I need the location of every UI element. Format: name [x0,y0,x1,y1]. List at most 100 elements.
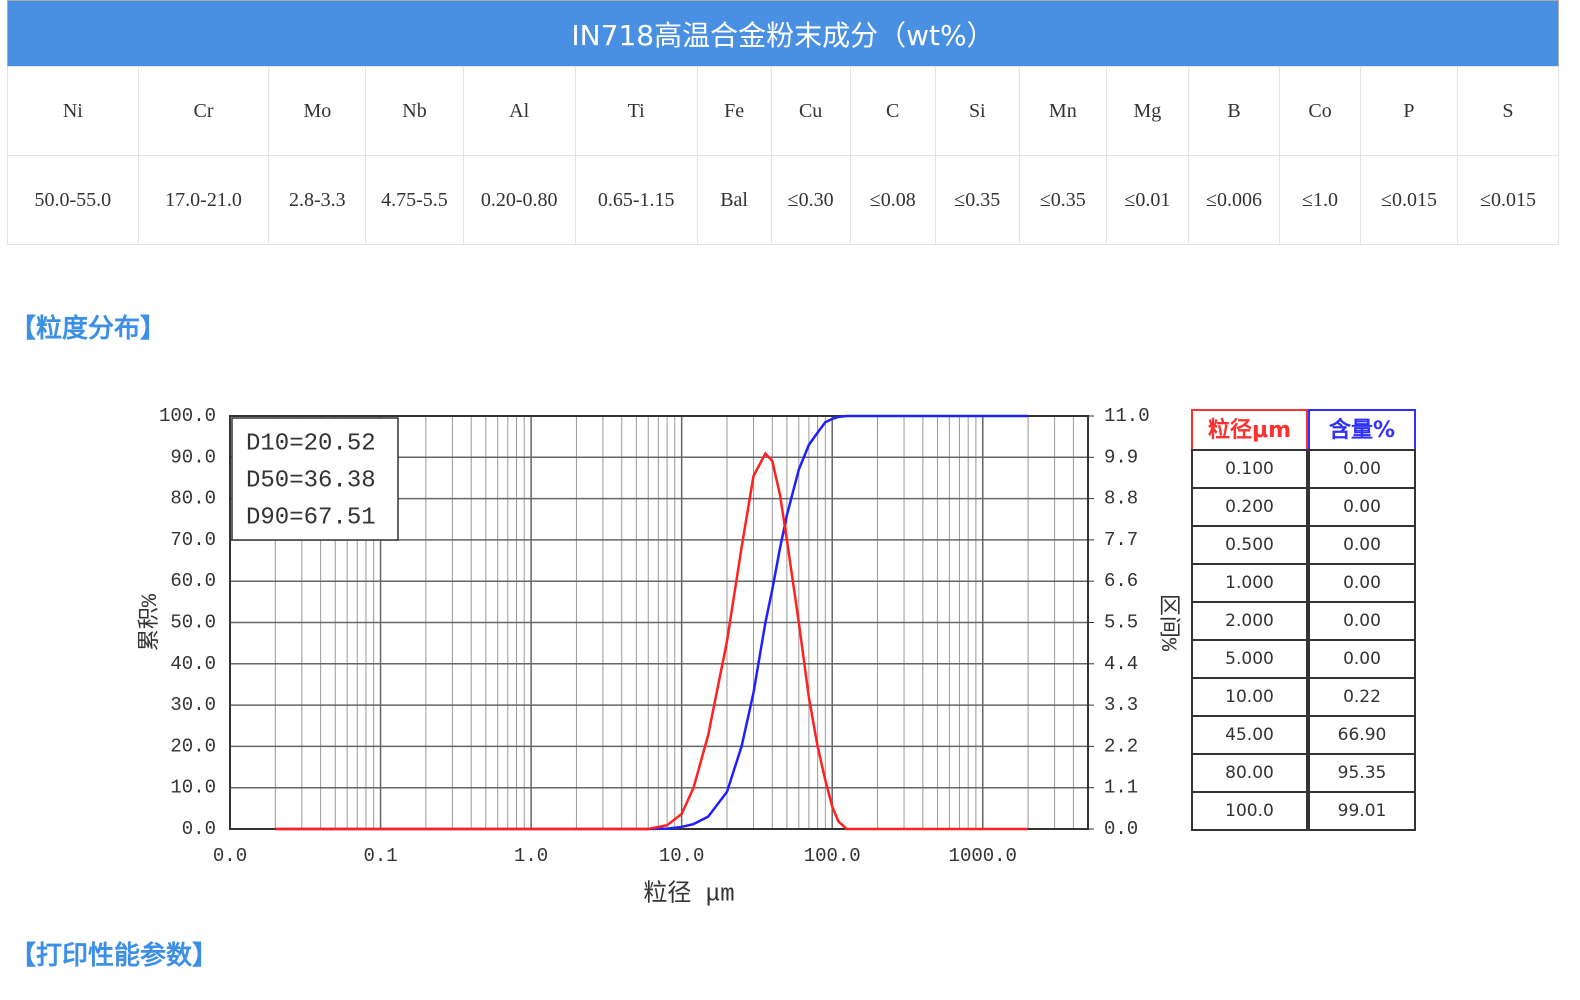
size-cell [1308,563,1416,603]
section-title: 【粒度分布】 [10,314,167,344]
value-cell: 4.75-5.5 [365,155,464,245]
y-tick-label: 60.0 [170,570,216,592]
y-tick-label: 10.0 [170,777,216,799]
value-row: 50.0-55.0 17.0-21.0 2.8-3.3 4.75-5.5 0.20-0.… [7,155,1560,245]
value-cell: 2.8-3.3 [268,155,367,245]
size-header: 粒径μm [1208,417,1291,443]
x-tick-label: 0.1 [363,845,397,867]
size-value: 100.0 [1225,801,1274,821]
y2-tick-label: 9.9 [1104,446,1138,468]
header-cell: Cr [137,66,270,156]
header-cell: P [1359,66,1458,156]
x-tick-label: 1000.0 [949,845,1017,867]
value-cell: 0.20-0.80 [462,155,576,245]
size-cell [1308,487,1416,527]
header-cell: B [1187,66,1281,156]
y2-tick-label: 8.8 [1104,488,1138,510]
size-value: 99.01 [1338,801,1387,821]
x-axis-label: 粒径 μm [643,879,734,908]
header-cell: Ni [7,66,139,156]
size-cell [1308,677,1416,717]
annotation: D50=36.38 [246,467,376,494]
size-cell [1308,449,1416,489]
size-header-cell [1191,409,1308,451]
size-value: 80.00 [1225,763,1274,783]
y-tick-label: 30.0 [170,694,216,716]
y-tick-label: 100.0 [159,405,216,427]
size-header: 含量% [1329,417,1395,443]
y2-tick-label: 2.2 [1104,735,1138,757]
size-value: 0.00 [1343,535,1381,555]
y2-tick-label: 11.0 [1104,405,1150,427]
header-cell: Mg [1105,66,1189,156]
size-value: 0.00 [1343,459,1381,479]
header-cell: Mo [268,66,367,156]
y-tick-label: 0.0 [182,818,216,840]
y-axis-label: 累积% [137,593,163,651]
value-cell: ≤0.35 [1018,155,1107,245]
size-cell [1191,677,1308,717]
header-cell: Co [1279,66,1361,156]
size-value: 0.00 [1343,611,1381,631]
value-cell: ≤1.0 [1279,155,1361,245]
size-cell [1191,753,1308,793]
size-value: 0.100 [1225,459,1274,479]
value-cell: ≤0.006 [1187,155,1281,245]
series-line [275,451,1029,831]
annotation: D90=67.51 [246,504,376,531]
header-cell: Si [934,66,1020,156]
x-tick-label: 10.0 [659,845,705,867]
y2-axis-label: 区间% [1155,594,1181,652]
annotation: D10=20.52 [246,430,376,457]
y2-tick-label: 0.0 [1104,818,1138,840]
y-tick-label: 20.0 [170,735,216,757]
x-tick-label: 100.0 [804,845,861,867]
header-cell: Mn [1018,66,1107,156]
value-cell: ≤0.35 [934,155,1020,245]
value-cell: 17.0-21.0 [137,155,270,245]
y2-tick-label: 4.4 [1104,653,1138,675]
size-cell [1191,715,1308,755]
size-value: 1.000 [1225,573,1274,593]
size-cell [1308,525,1416,565]
y2-tick-label: 3.3 [1104,694,1138,716]
size-cell [1191,449,1308,489]
size-value: 0.22 [1343,687,1381,707]
header-cell: Fe [696,66,772,156]
table-title: IN718高温合金粉末成分（wt%） [7,0,1559,67]
size-value: 0.200 [1225,497,1274,517]
section-title: 【打印性能参数】 [10,941,219,971]
y2-tick-label: 6.6 [1104,570,1138,592]
size-value: 0.00 [1343,497,1381,517]
y2-tick-label: 1.1 [1104,777,1138,799]
series-line [275,414,1029,831]
y-tick-label: 90.0 [170,446,216,468]
y2-tick-label: 5.5 [1104,612,1138,634]
size-value: 0.00 [1343,573,1381,593]
header-cell: Ti [574,66,698,156]
size-value: 0.500 [1225,535,1274,555]
header-cell: Cu [770,66,851,156]
value-cell: Bal [696,155,772,245]
header-cell: S [1456,66,1560,156]
value-cell: 50.0-55.0 [7,155,139,245]
header-cell: Al [462,66,576,156]
size-cell [1191,563,1308,603]
value-cell: 0.65-1.15 [574,155,698,245]
particle-size-chart: 0.0 0.1 1.0 10.0 100.0 1000.0 0.0 10.0 20.0 30.0 4… [137,405,1416,908]
size-cell [1308,791,1416,831]
y-tick-label: 50.0 [170,612,216,634]
size-value: 0.00 [1343,649,1381,669]
size-value: 10.00 [1225,687,1274,707]
header-cell: C [849,66,936,156]
size-value: 66.90 [1338,725,1387,745]
y-tick-label: 80.0 [170,488,216,510]
size-cell [1308,715,1416,755]
x-tick-label: 0.0 [213,845,247,867]
annotation-box [231,417,399,541]
header-cell: Nb [365,66,464,156]
size-header-cell [1308,409,1416,451]
y2-tick-label: 7.7 [1104,529,1138,551]
